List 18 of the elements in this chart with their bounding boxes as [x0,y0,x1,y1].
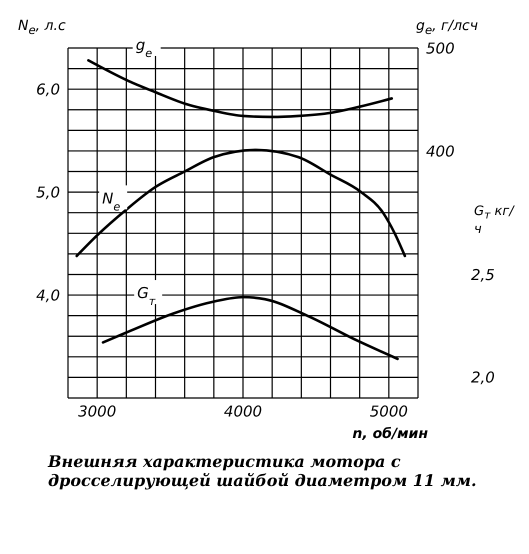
y3-tick-label: 2,5 [471,266,495,284]
x-tick-label: 5000 [370,402,408,421]
y2-tick-label: 400 [426,142,455,160]
y2-axis-title: g$_{e}$, г/лсч [416,18,478,37]
x-axis-title: n, об/мин [352,426,428,442]
series-label: g$_{e}$ [136,36,152,60]
y3-tick-label: 2,0 [471,368,495,387]
y-axis-title: N$_{e}$, л.с [18,18,66,37]
y-tick-label: 5,0 [36,183,60,202]
x-tick-label: 3000 [78,402,116,421]
y-tick-label: 6,0 [36,80,60,98]
text: Внешняя характеристика мотора с дросселирующей шайбой диаметром 11 мм. [46,451,478,490]
series-label: G$_{т}$ [137,284,156,308]
x-tick-label: 4000 [224,402,262,421]
y3-axis-title: G$_{т}$ кг/ч [474,204,516,237]
y2-tick-label: 500 [426,39,455,58]
y-tick-label: 4,0 [36,286,60,304]
series-label: N$_{e}$ [102,189,120,213]
